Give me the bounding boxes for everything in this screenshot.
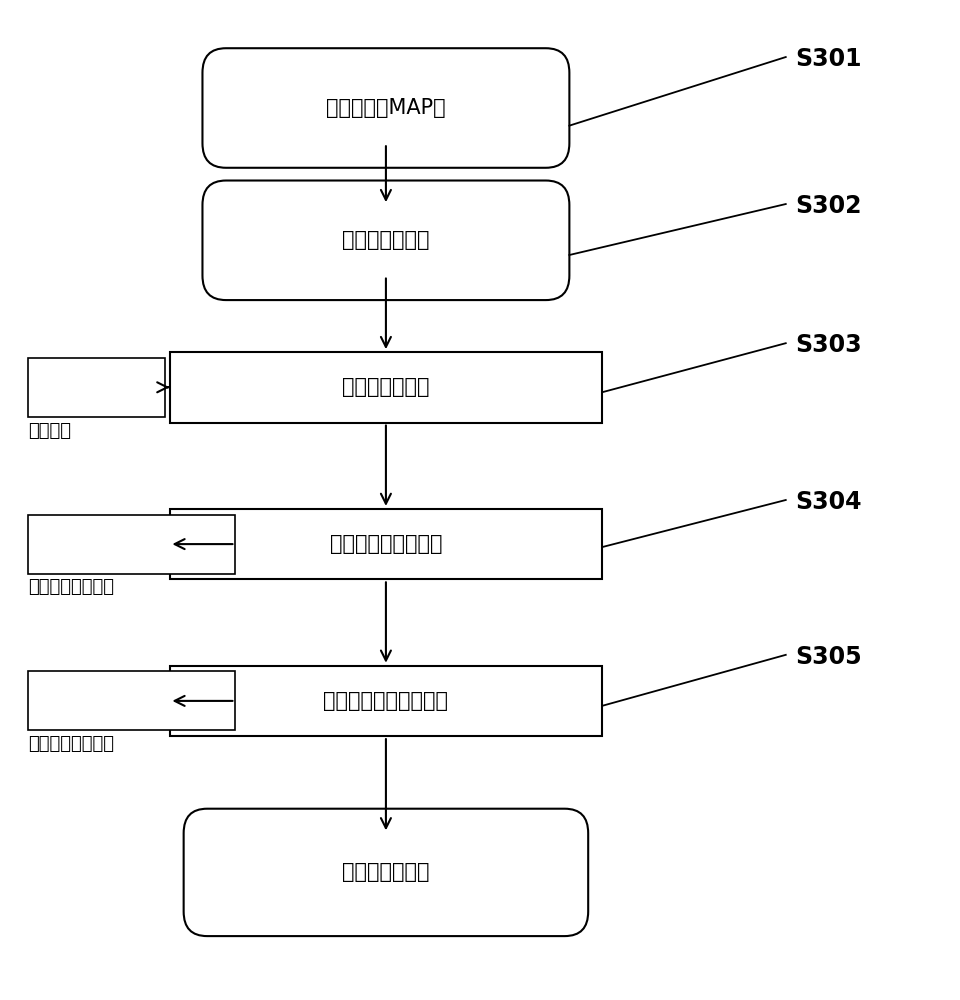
Text: S302: S302 (795, 194, 862, 218)
Text: S303: S303 (795, 333, 862, 357)
FancyBboxPatch shape (203, 48, 569, 168)
Text: S305: S305 (795, 645, 862, 669)
FancyBboxPatch shape (183, 809, 588, 936)
FancyBboxPatch shape (170, 352, 602, 423)
FancyBboxPatch shape (203, 181, 569, 300)
FancyBboxPatch shape (170, 666, 602, 736)
Text: 电场控制模块精确控制: 电场控制模块精确控制 (324, 691, 448, 711)
Text: 发动机工况改变: 发动机工况改变 (342, 230, 430, 250)
Text: 天然气喷射模块调整: 天然气喷射模块调整 (329, 534, 443, 554)
Text: 制订详细的MAP图: 制订详细的MAP图 (326, 98, 445, 118)
Text: 排气氧传感器反馈: 排气氧传感器反馈 (29, 578, 114, 596)
Text: 转速反馈: 转速反馈 (29, 422, 71, 440)
Text: 发动机稳定运行: 发动机稳定运行 (342, 862, 430, 882)
Text: 排气氧传感器反馈: 排气氧传感器反馈 (29, 735, 114, 753)
Text: S301: S301 (795, 47, 862, 71)
FancyBboxPatch shape (29, 515, 235, 574)
Text: 电子节气门调整: 电子节气门调整 (342, 377, 430, 397)
Text: S304: S304 (795, 490, 862, 514)
FancyBboxPatch shape (29, 671, 235, 730)
FancyBboxPatch shape (170, 509, 602, 579)
FancyBboxPatch shape (29, 358, 165, 417)
